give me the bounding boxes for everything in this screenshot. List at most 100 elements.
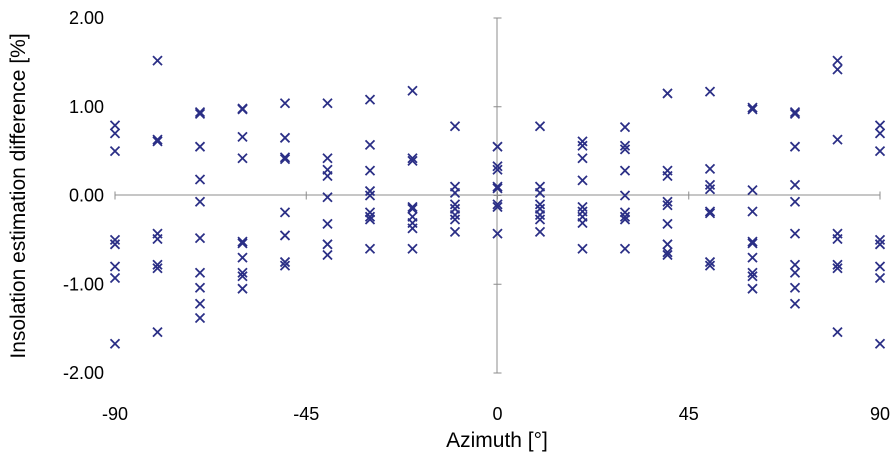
data-point-marker (789, 282, 801, 293)
data-point-marker (492, 183, 503, 194)
data-point-marker (747, 102, 758, 113)
data-point-marker (364, 190, 376, 201)
data-point-marker (832, 64, 843, 75)
data-point-marker (577, 217, 588, 229)
data-point-marker (577, 153, 588, 164)
data-point-marker (832, 55, 843, 66)
data-point-marker (789, 179, 801, 190)
data-point-marker (747, 252, 758, 263)
data-point-marker (194, 106, 206, 118)
data-point-marker (619, 211, 631, 222)
data-point-marker (874, 128, 886, 139)
data-point-marker (874, 239, 886, 250)
data-point-marker (194, 174, 206, 185)
data-point-marker (449, 121, 461, 132)
data-point-marker (662, 88, 673, 99)
data-point-marker (789, 106, 801, 118)
y-tick-label: 2.00 (69, 8, 104, 28)
data-point-marker (407, 243, 418, 254)
data-point-marker (577, 201, 588, 213)
data-point-marker (874, 272, 886, 284)
data-point-marker (322, 239, 333, 250)
data-point-marker (364, 94, 376, 105)
data-point-marker (407, 223, 418, 234)
data-point-marker (194, 232, 206, 244)
data-point-marker (747, 283, 758, 294)
data-point-marker (322, 153, 333, 164)
data-point-marker (237, 131, 248, 143)
data-point-marker (662, 200, 673, 211)
y-tick-label: 0.00 (69, 186, 104, 206)
data-point-marker (492, 164, 503, 175)
data-point-marker (194, 298, 206, 309)
data-point-marker (279, 152, 291, 163)
data-point-marker (619, 190, 631, 201)
data-point-marker (619, 214, 631, 225)
data-point-marker (237, 267, 248, 278)
data-point-marker (449, 199, 461, 210)
data-point-marker (109, 128, 121, 139)
x-axis-ticks: -90 -45 0 45 90 (102, 191, 890, 424)
data-point-marker (364, 165, 376, 176)
data-point-marker (619, 243, 631, 254)
data-point-marker (619, 140, 631, 151)
data-point-marker (109, 261, 121, 272)
data-point-marker (747, 104, 758, 115)
data-point-marker (874, 145, 886, 157)
data-point-marker (492, 161, 503, 172)
data-point-marker (832, 259, 843, 270)
data-point-marker (322, 170, 333, 182)
y-axis-ticks: 2.00 1.00 0.00 -1.00 -2.00 (63, 8, 502, 383)
data-point-marker (577, 175, 588, 186)
data-point-marker (109, 145, 121, 157)
data-point-marker (364, 243, 376, 254)
y-tick-label: 1.00 (69, 97, 104, 117)
data-point-marker (534, 187, 546, 198)
data-point-marker (152, 259, 163, 270)
data-point-marker (449, 226, 461, 238)
data-point-marker (789, 298, 801, 309)
data-point-marker (279, 132, 291, 143)
data-point-marker (237, 104, 248, 115)
data-point-marker (152, 327, 163, 338)
data-point-marker (534, 214, 546, 225)
data-point-marker (194, 267, 206, 278)
y-tick-label: -1.00 (63, 274, 104, 294)
data-point-marker (704, 260, 716, 271)
data-point-marker (194, 196, 206, 207)
data-point-marker (194, 282, 206, 293)
data-point-marker (874, 120, 886, 131)
data-point-marker (237, 252, 248, 263)
data-point-marker (704, 208, 716, 219)
data-point-marker (279, 153, 291, 165)
data-point-marker (279, 98, 291, 109)
data-point-marker (449, 209, 461, 221)
data-point-marker (279, 230, 291, 241)
data-points (109, 55, 886, 349)
data-point-marker (577, 136, 588, 147)
x-tick-label: -90 (102, 404, 128, 424)
data-point-marker (662, 196, 673, 207)
data-point-marker (619, 165, 631, 176)
data-point-marker (577, 243, 588, 254)
x-tick-label: 90 (870, 404, 890, 424)
y-tick-label: -2.00 (63, 363, 104, 383)
data-point-marker (322, 218, 333, 230)
data-point-marker (704, 86, 716, 97)
data-point-marker (279, 256, 291, 268)
data-point-marker (874, 234, 886, 246)
data-point-marker (194, 108, 206, 119)
data-point-marker (662, 249, 673, 261)
data-point-marker (109, 338, 121, 349)
data-point-marker (322, 98, 333, 109)
data-point-marker (492, 141, 503, 152)
data-point-marker (152, 233, 163, 245)
x-axis-title: Azimuth [°] (446, 429, 548, 452)
data-point-marker (492, 228, 503, 239)
data-point-marker (449, 187, 461, 198)
data-point-marker (704, 163, 716, 175)
data-point-marker (237, 236, 248, 247)
data-point-marker (534, 226, 546, 238)
data-point-marker (874, 261, 886, 272)
